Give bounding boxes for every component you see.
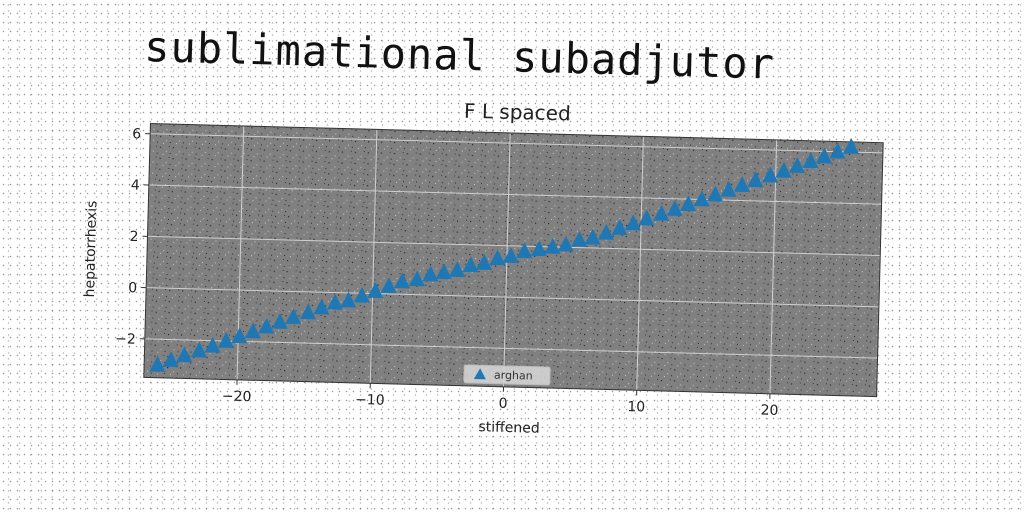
- legend-label: arghan: [494, 369, 533, 383]
- y-tick-label: 4: [131, 178, 140, 194]
- data-point-marker: [162, 351, 179, 368]
- data-point-marker: [285, 308, 302, 325]
- chart-legend: arghan: [463, 364, 551, 386]
- legend-box: [463, 364, 551, 386]
- data-point-marker: [475, 254, 492, 271]
- y-tick-label: 6: [132, 126, 141, 142]
- data-point-marker: [313, 298, 330, 315]
- y-tick-label: −2: [115, 331, 136, 348]
- data-point-marker: [299, 303, 316, 320]
- y-gridline: [150, 133, 883, 154]
- data-point-marker: [666, 200, 683, 217]
- data-point-marker: [747, 171, 764, 188]
- data-point-marker: [217, 332, 234, 349]
- data-point-marker: [204, 336, 221, 353]
- data-point-marker: [190, 341, 207, 358]
- chart-subtitle: F L spaced: [464, 99, 571, 126]
- data-point-marker: [422, 265, 439, 282]
- data-point-marker: [394, 272, 411, 289]
- legend-marker: [473, 368, 486, 380]
- data-point-marker: [271, 312, 288, 329]
- data-point-marker: [775, 161, 792, 178]
- data-point-marker: [367, 282, 384, 299]
- data-point-marker: [176, 346, 193, 363]
- data-point-marker: [598, 223, 615, 240]
- y-gridline: [144, 338, 878, 359]
- data-point-marker: [462, 256, 479, 273]
- data-point-marker: [489, 249, 506, 266]
- data-point-marker: [720, 180, 737, 197]
- data-point-marker: [584, 228, 601, 245]
- data-point-marker: [340, 291, 357, 308]
- y-axis-label: hepatorrhexis: [82, 200, 101, 297]
- data-point-marker: [789, 157, 806, 174]
- data-point-marker: [149, 355, 166, 372]
- data-point-marker: [353, 286, 370, 303]
- data-point-marker: [544, 237, 561, 254]
- data-point-marker: [624, 214, 641, 231]
- plot-frame: [143, 122, 884, 398]
- data-point-marker: [762, 166, 779, 183]
- data-point-marker: [653, 204, 670, 221]
- data-point-marker: [707, 185, 724, 202]
- data-point-marker: [380, 277, 397, 294]
- x-tick-label: −20: [222, 388, 252, 405]
- data-point-marker: [231, 327, 248, 344]
- x-gridline: [369, 129, 378, 384]
- y-tick-label: 0: [128, 280, 137, 296]
- data-point-marker: [557, 235, 574, 252]
- data-point-marker: [680, 195, 697, 212]
- data-point-marker: [802, 152, 819, 169]
- data-point-marker: [733, 176, 750, 193]
- y-gridline: [147, 235, 881, 257]
- x-tick-label: −10: [355, 392, 385, 409]
- data-point-marker: [408, 270, 425, 287]
- y-gridline: [146, 287, 879, 308]
- data-point-marker: [829, 142, 846, 159]
- data-point-marker: [516, 242, 533, 259]
- x-tick-label: 20: [760, 403, 778, 419]
- data-point-marker: [502, 247, 519, 264]
- data-point-marker: [244, 322, 261, 339]
- data-point-marker: [530, 240, 547, 257]
- data-point-marker: [571, 230, 588, 247]
- data-point-marker: [693, 190, 710, 207]
- y-gridline: [148, 184, 882, 205]
- x-tick-label: 0: [498, 396, 507, 412]
- data-point-marker: [638, 209, 655, 226]
- data-point-marker: [435, 263, 452, 280]
- data-point-marker: [258, 317, 275, 334]
- data-point-marker: [326, 293, 343, 310]
- data-point-marker: [842, 137, 859, 154]
- data-point-marker: [816, 147, 832, 164]
- data-point-marker: [449, 261, 466, 278]
- x-gridline: [636, 136, 644, 391]
- data-point-marker: [611, 219, 628, 236]
- x-axis-label: stiffened: [478, 419, 540, 437]
- x-tick-label: 10: [627, 399, 645, 415]
- y-tick-label: 2: [129, 229, 138, 245]
